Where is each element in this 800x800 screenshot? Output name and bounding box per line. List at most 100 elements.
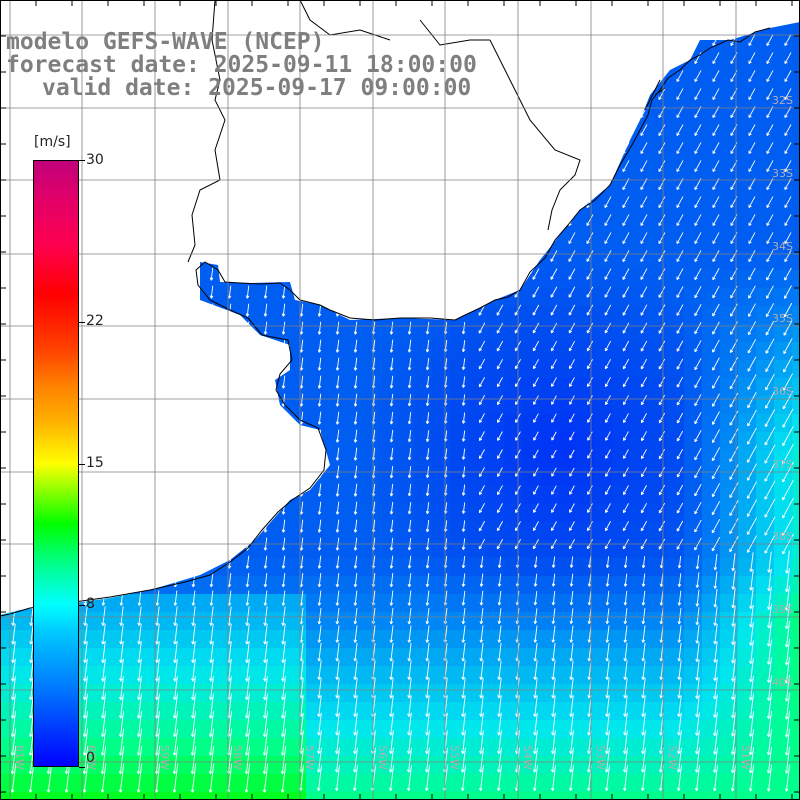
wind-speed-cell [504,612,522,630]
wind-speed-cell [504,540,522,558]
wind-speed-cell [144,648,162,666]
wind-speed-cell [666,594,684,612]
longitude-label: 54W [521,745,534,770]
wind-speed-cell [720,324,738,342]
wind-speed-cell [288,360,306,378]
wind-speed-cell [792,450,800,468]
wind-speed-cell [306,342,324,360]
wind-speed-cell [558,702,576,720]
wind-speed-cell [342,630,360,648]
wind-speed-cell [414,576,432,594]
wind-speed-cell [468,450,486,468]
wind-speed-cell [72,792,90,800]
wind-speed-cell [378,378,396,396]
wind-speed-cell [558,342,576,360]
wind-speed-cell [594,306,612,324]
wind-speed-cell [450,702,468,720]
wind-speed-cell [756,504,774,522]
wind-speed-cell [774,576,792,594]
wind-speed-cell [342,558,360,576]
wind-speed-cell [792,522,800,540]
wind-speed-cell [396,342,414,360]
wind-speed-cell [126,594,144,612]
wind-speed-cell [450,612,468,630]
wind-speed-cell [432,594,450,612]
wind-speed-cell [450,342,468,360]
wind-speed-cell [504,342,522,360]
wind-speed-cell [504,666,522,684]
colorbar-tick-label: 0 [86,750,95,766]
wind-speed-cell [558,576,576,594]
wind-speed-cell [684,576,702,594]
wind-speed-cell [522,450,540,468]
wind-speed-cell [288,504,306,522]
wind-speed-cell [414,522,432,540]
wind-speed-cell [198,630,216,648]
wind-speed-cell [342,360,360,378]
wind-speed-cell [432,648,450,666]
wind-speed-cell [288,378,306,396]
wind-speed-cell [612,792,630,800]
wind-speed-cell [684,666,702,684]
wind-speed-cell [450,720,468,738]
wind-speed-cell [702,108,720,126]
wind-speed-cell [738,612,756,630]
wind-speed-cell [630,666,648,684]
wind-speed-cell [738,90,756,108]
wind-speed-cell [774,270,792,288]
wind-speed-cell [342,342,360,360]
wind-speed-cell [486,414,504,432]
wind-speed-cell [522,360,540,378]
wind-speed-cell [702,576,720,594]
wind-speed-cell [756,216,774,234]
wind-speed-cell [360,720,378,738]
wind-speed-cell [594,360,612,378]
wind-speed-cell [720,522,738,540]
wind-speed-cell [162,594,180,612]
wind-speed-cell [720,72,738,90]
wind-speed-cell [522,414,540,432]
wind-speed-cell [234,576,252,594]
wind-speed-cell [486,342,504,360]
wind-speed-cell [216,648,234,666]
wind-speed-cell [666,90,684,108]
wind-speed-cell [702,450,720,468]
longitude-label: 53W [594,745,607,770]
wind-speed-cell [504,738,522,756]
wind-speed-cell [774,414,792,432]
wind-speed-cell [540,576,558,594]
wind-speed-cell [720,720,738,738]
colorbar [33,160,79,767]
wind-speed-cell [378,702,396,720]
wind-speed-cell [324,432,342,450]
wind-speed-cell [540,774,558,792]
wind-speed-cell [702,198,720,216]
wind-speed-cell [450,432,468,450]
wind-speed-cell [504,468,522,486]
wind-speed-cell [54,774,72,792]
wind-speed-cell [738,126,756,144]
wind-speed-cell [738,342,756,360]
wind-speed-cell [486,720,504,738]
wind-speed-cell [612,648,630,666]
wind-speed-cell [432,414,450,432]
latitude-label: 33S [772,167,793,180]
wind-speed-cell [594,342,612,360]
wind-speed-cell [18,792,36,800]
wind-speed-cell [486,756,504,774]
wind-speed-cell [612,612,630,630]
wind-speed-cell [288,594,306,612]
wind-speed-cell [252,684,270,702]
wind-speed-cell [198,702,216,720]
wind-speed-cell [234,594,252,612]
wind-speed-cell [198,612,216,630]
wind-speed-cell [324,792,342,800]
wind-speed-cell [558,540,576,558]
wind-speed-cell [738,252,756,270]
wind-speed-cell [486,558,504,576]
wind-speed-cell [342,738,360,756]
wind-speed-cell [486,324,504,342]
wind-speed-cell [540,450,558,468]
wind-speed-cell [324,648,342,666]
wind-speed-cell [468,360,486,378]
